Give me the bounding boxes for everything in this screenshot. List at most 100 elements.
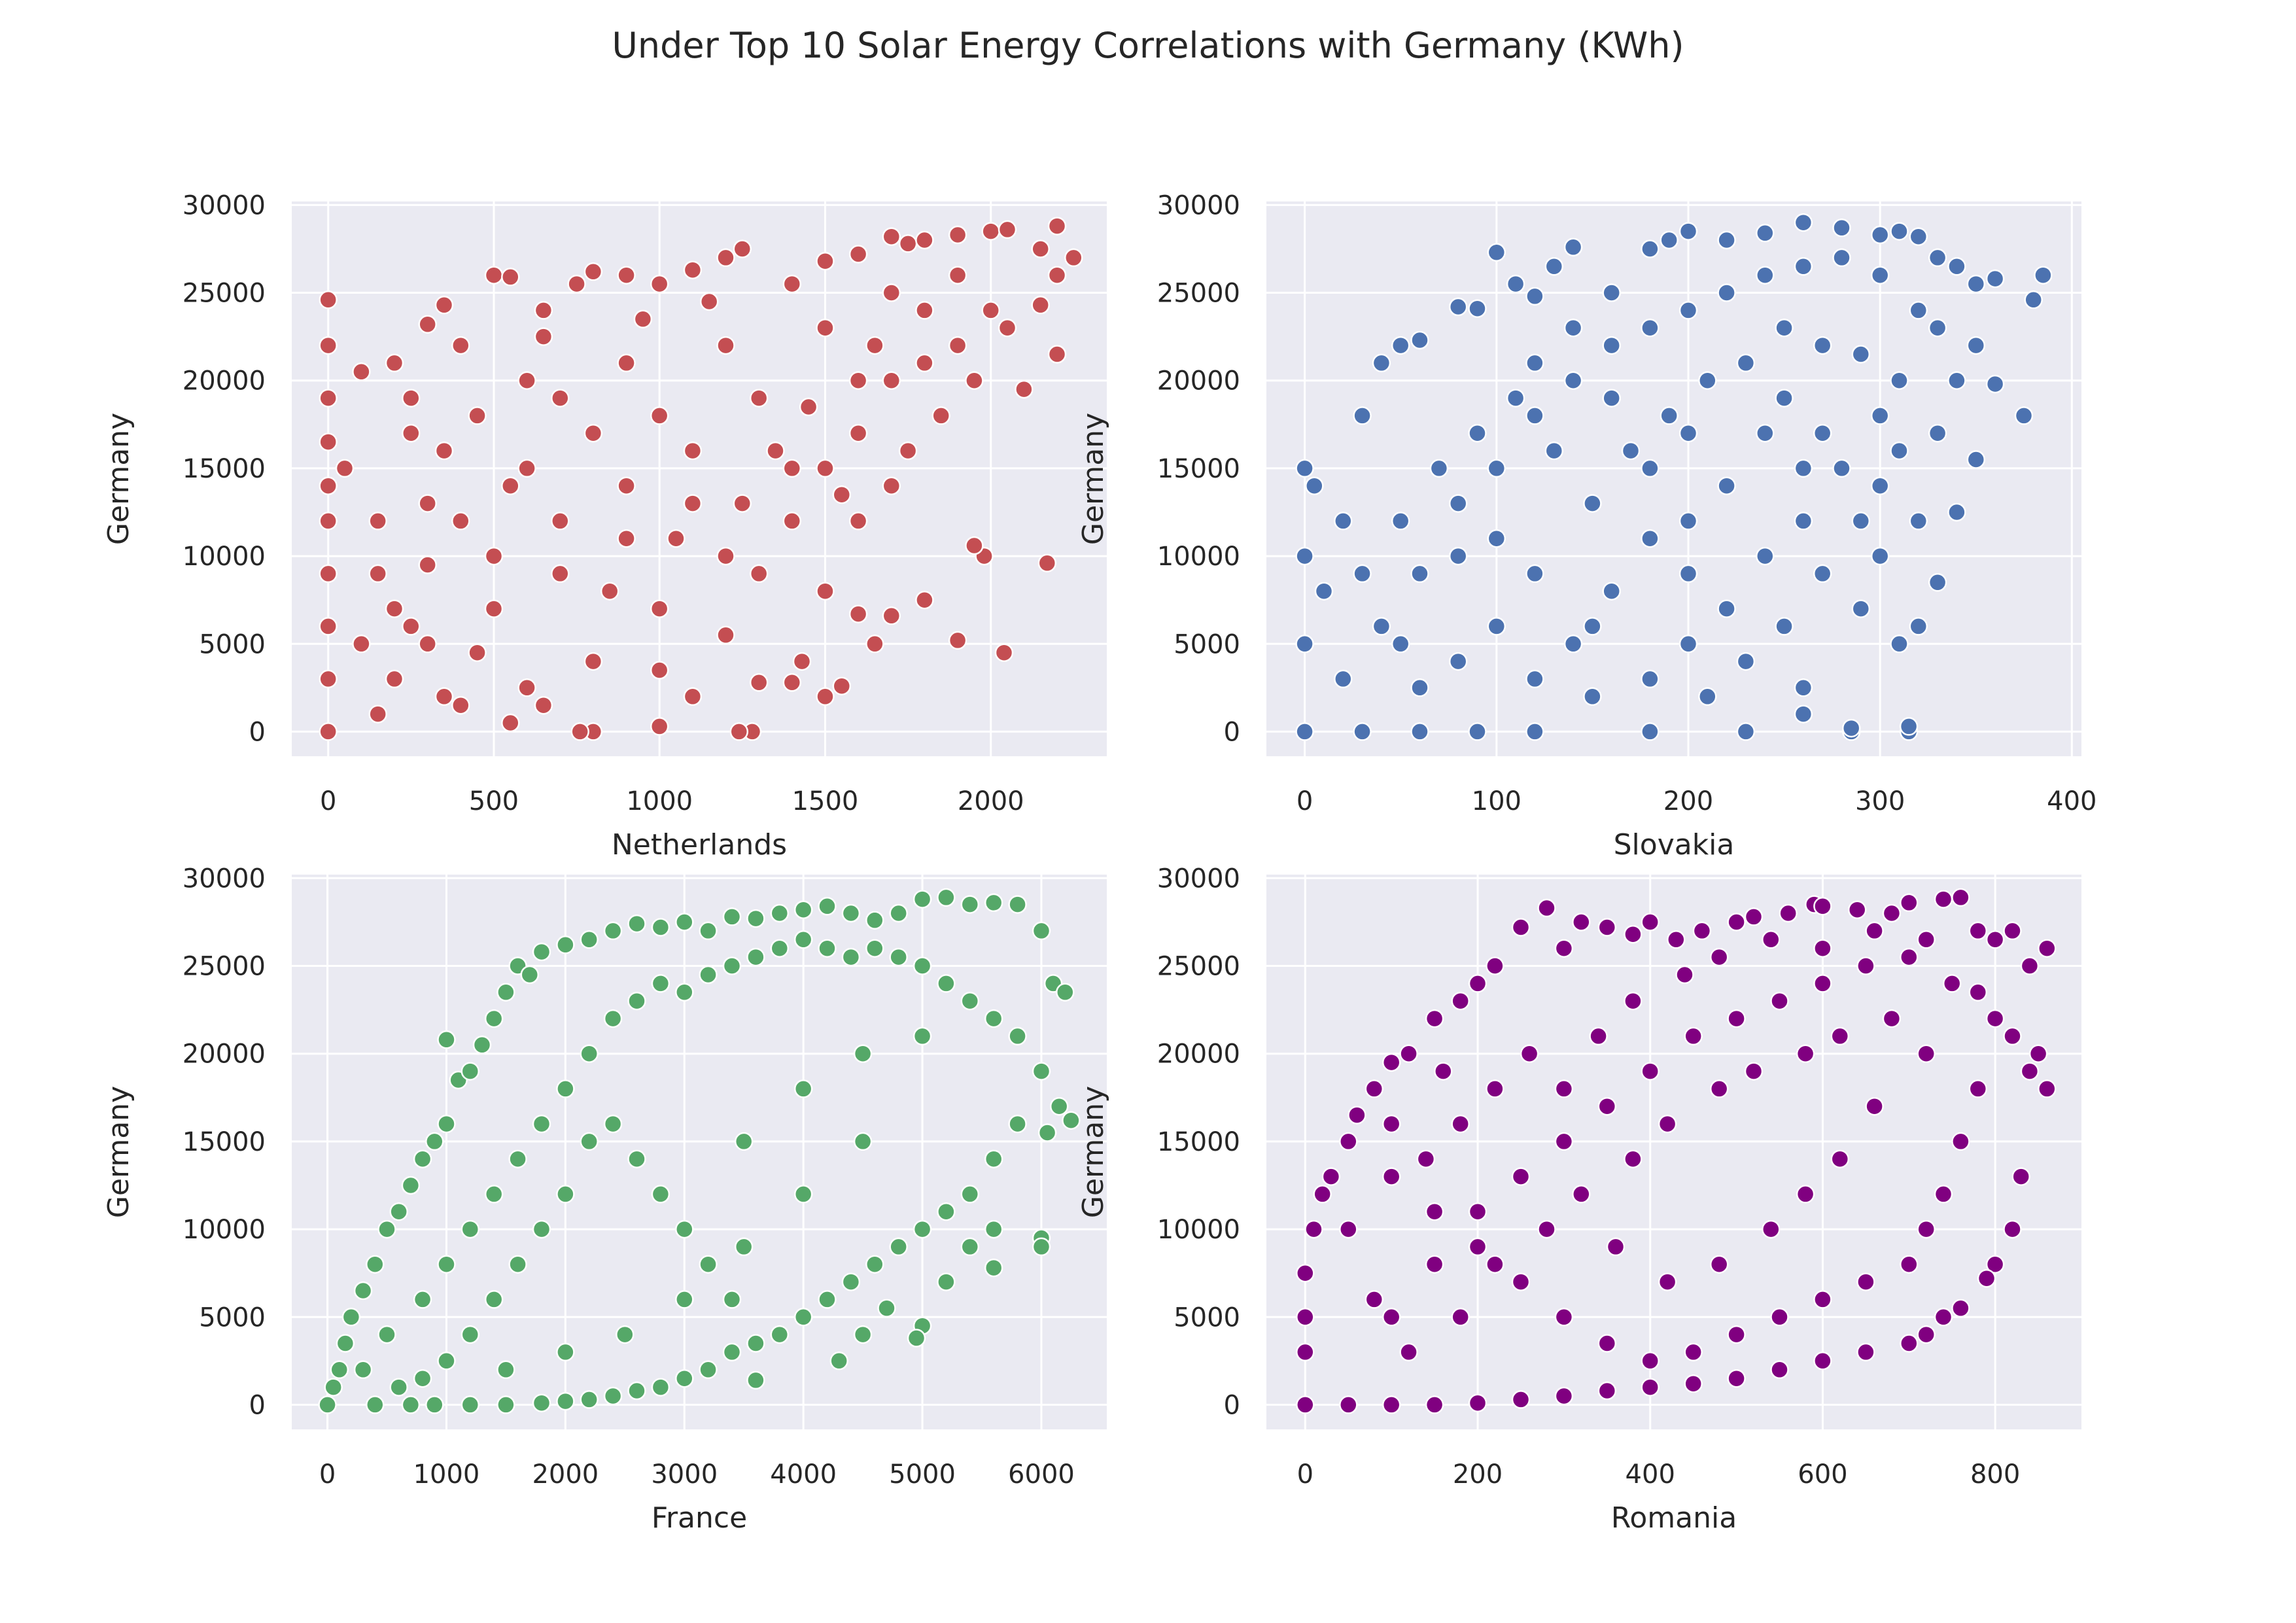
scatter-point [1900,947,1919,967]
scatter-point [368,705,387,724]
scatter-point [1847,900,1867,919]
scatter-point [1744,1062,1764,1081]
scatter-point [1382,1395,1401,1414]
scatter-point [865,336,884,355]
scatter-point [1339,1132,1358,1151]
scatter-point [799,397,818,417]
scatter-point [501,476,520,495]
x-tick-label: 200 [1453,1459,1503,1490]
scatter-point [1870,406,1890,425]
scatter-point [1624,924,1643,944]
scatter-point [865,939,884,958]
scatter-point [1008,1114,1027,1134]
scatter-point [319,722,338,741]
scatter-point [1641,1378,1660,1397]
scatter-point [1870,476,1890,495]
scatter-point [1890,635,1909,654]
scatter-point [534,695,553,715]
scatter-point [353,1360,373,1380]
y-tick-label: 30000 [1157,190,1240,220]
x-tick-label: 2000 [958,786,1024,816]
scatter-point [1942,974,1962,993]
scatter-point [1641,239,1660,258]
scatter-point [683,687,703,707]
scatter-point [2038,1079,2057,1098]
scatter-point [841,1272,861,1291]
y-tick-label: 5000 [199,1302,266,1333]
scatter-point [1525,406,1544,425]
scatter-point [651,1185,670,1204]
scatter-point [2034,266,2053,285]
scatter-point [683,260,703,279]
scatter-point [675,913,694,932]
scatter-point [1468,722,1487,741]
scatter-point [1851,599,1871,618]
scatter-point [2020,1062,2040,1081]
scatter-point [1410,330,1429,350]
scatter-point [1506,389,1525,408]
scatter-point [1032,1237,1051,1257]
scatter-point [1890,222,1909,241]
scatter-point [556,1342,575,1362]
scatter-point [733,494,752,513]
scatter-point [1762,1219,1781,1239]
scatter-point [377,1219,396,1239]
scatter-point [1641,669,1660,689]
scatter-point [583,423,603,443]
scatter-point [1425,1395,1444,1414]
scatter-point [617,476,636,495]
scatter-point [627,991,646,1011]
scatter-point [1813,1290,1832,1309]
scatter-point [1830,1149,1850,1168]
scatter-point [1506,274,1525,294]
scatter-point [1900,1255,1919,1274]
y-axis-label: Germany [102,413,135,545]
scatter-point [501,713,520,733]
scatter-point [948,266,967,285]
scatter-point [1899,717,1919,736]
scatter-point [1382,1308,1401,1327]
scatter-point [865,911,884,930]
scatter-point [1008,1026,1027,1046]
y-tick-label: 10000 [1157,1215,1240,1245]
scatter-point [1602,283,1621,302]
scatter-point [617,353,636,373]
scatter-point [848,245,868,264]
scatter-point [617,529,636,548]
scatter-point [1660,230,1679,250]
scatter-point [1727,913,1746,932]
scatter-point [716,336,735,355]
scatter-point [1775,617,1794,636]
scatter-point [722,956,742,975]
scatter-point [882,227,901,246]
scatter-point [1966,450,1986,469]
scatter-point [1684,1374,1703,1393]
scatter-point [1062,1111,1081,1130]
scatter-point [1736,353,1756,373]
scatter-point [1985,1009,2005,1028]
y-axis-label: Germany [1077,413,1110,545]
scatter-point [1597,1096,1617,1116]
scatter-point [616,1325,635,1344]
scatter-point [1890,441,1909,461]
scatter-point [746,1370,765,1390]
scatter-point [1606,1237,1626,1257]
scatter-point [915,230,934,250]
scatter-point [389,1202,408,1221]
scatter-point [1744,907,1764,926]
scatter-point [580,1044,599,1063]
scatter-point [484,1290,504,1309]
scatter-point [1314,582,1334,601]
scatter-point [1339,1219,1358,1239]
y-tick-label: 5000 [1174,629,1240,659]
scatter-point [1391,635,1410,654]
scatter-point [1468,1393,1487,1412]
scatter-point [793,1079,813,1098]
scatter-point [1468,299,1487,318]
scatter-point [793,1308,813,1327]
scatter-point [1641,913,1660,932]
scatter-point [1031,296,1050,315]
scatter-point [1909,512,1928,531]
scatter-point [484,546,504,566]
